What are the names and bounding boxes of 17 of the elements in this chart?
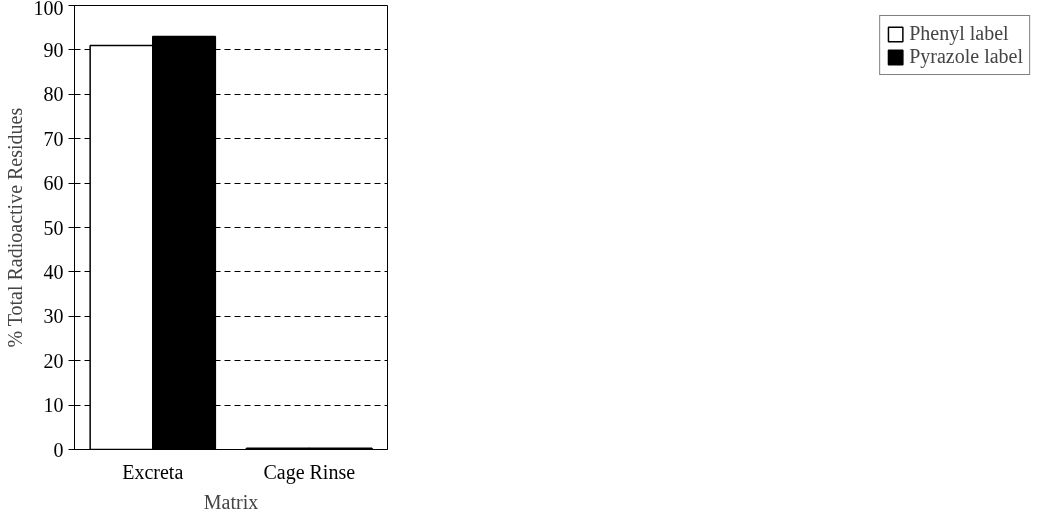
x-tick-label: Cage Rinse <box>263 460 356 484</box>
legend-label: Phenyl label <box>909 22 1009 45</box>
y-tick-label: 10 <box>43 394 64 417</box>
y-tick-label: 70 <box>43 127 64 150</box>
y-tick-label: 60 <box>43 172 64 195</box>
y-axis-title: % Total Radioactive Residues <box>3 107 26 348</box>
x-tick-label: Excreta <box>122 460 184 483</box>
y-tick-label: 40 <box>43 260 64 283</box>
y-tick-label: 0 <box>53 438 64 461</box>
y-tick-label: 50 <box>43 216 64 239</box>
y-tick-label: 30 <box>43 305 64 328</box>
y-tick-label: 80 <box>43 83 64 106</box>
y-tick-label: 20 <box>43 349 64 372</box>
y-tick-label: 90 <box>43 38 64 61</box>
legend-label: Pyrazole label <box>909 45 1023 68</box>
y-tick-label: 100 <box>33 0 64 19</box>
x-axis-title: Matrix <box>203 490 259 513</box>
